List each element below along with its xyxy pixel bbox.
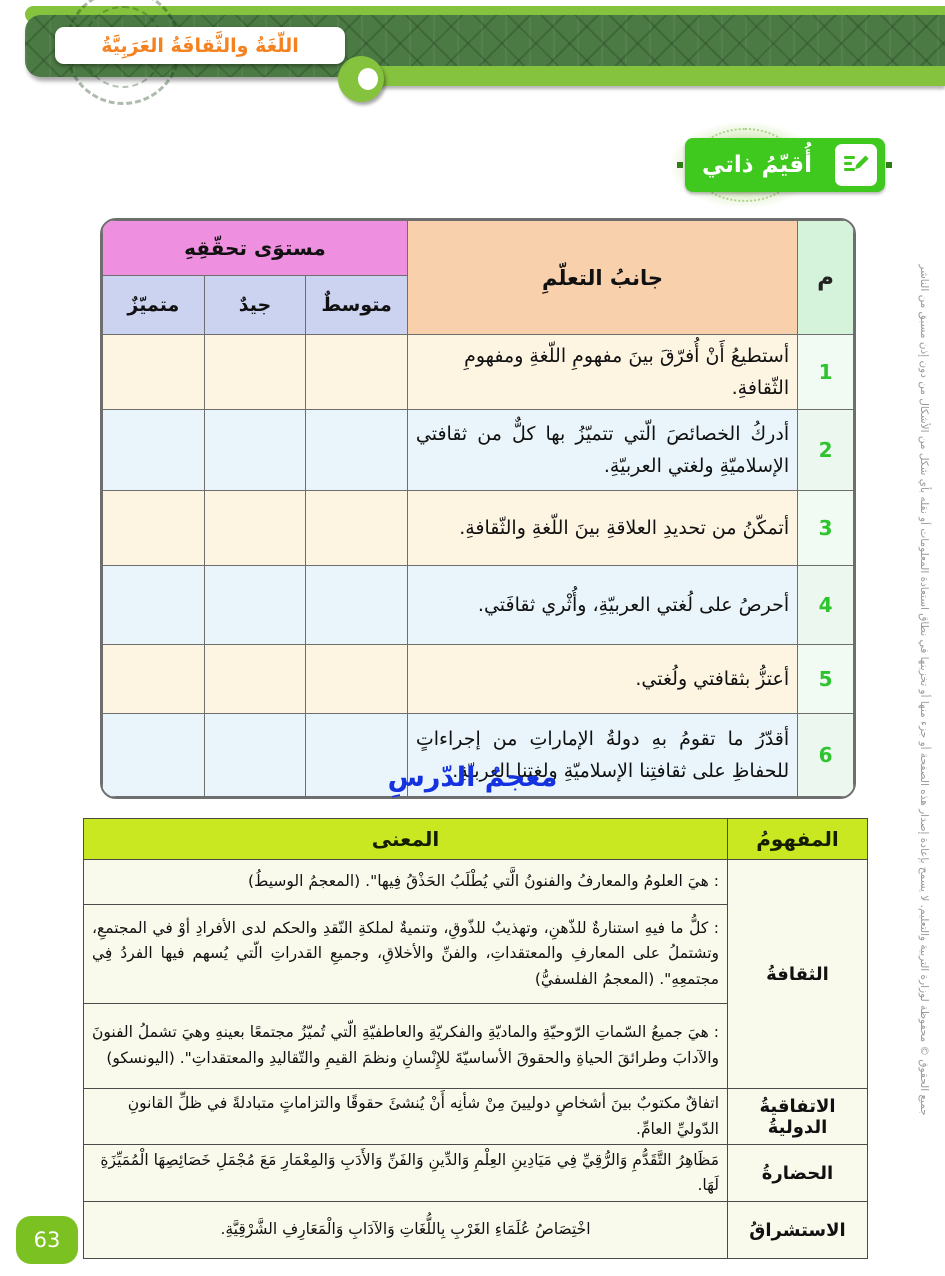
glossary-meaning: اخْتِصَاصُ عُلَمَاءِ الغَرْبِ بِاللُّغَا…	[83, 1201, 728, 1260]
lesson-banner: اللّغَةُ والثَّقافَةُ العَرَبِيَّةُ	[0, 0, 945, 110]
learning-aspect-text: أحرصُ على لُغتي العربيّةِ، وأُثْري ثقافَ…	[406, 565, 799, 645]
row-number: 3	[797, 490, 854, 566]
glossary-meaning: : كلُّ ما فيهِ استنارةٌ للذّهنِ، وتهذيبٌ…	[83, 904, 728, 1004]
row-number: 5	[797, 644, 854, 714]
level-cell-1-excellent[interactable]	[102, 334, 205, 410]
level-cell-2-average[interactable]	[305, 409, 408, 491]
level-cell-1-good[interactable]	[203, 334, 307, 410]
column-header-level-good: جيدٌ	[203, 275, 307, 335]
level-cell-6-good[interactable]	[203, 713, 307, 797]
level-cell-4-excellent[interactable]	[102, 565, 205, 645]
glossary-row: : كلُّ ما فيهِ استنارةٌ للذّهنِ، وتهذيبٌ…	[83, 904, 868, 1004]
row-number: 2	[797, 409, 854, 491]
learning-aspect-text: أتمكّنُ من تحديدِ العلاقةِ بينَ اللّغةِ …	[406, 490, 799, 566]
glossary-meaning: : هيَ جميعُ السّماتِ الرّوحيّةِ والماديّ…	[83, 1003, 728, 1089]
badge-pill: أُقيّمُ ذاتي	[685, 138, 885, 192]
glossary-row: الحضارةُ مَظَاهِرُ التَّقَدُّمِ وَالرُّق…	[83, 1144, 868, 1203]
level-cell-3-excellent[interactable]	[102, 490, 205, 566]
row-number: 4	[797, 565, 854, 645]
glossary-concept-orientalism: الاستشراقُ	[727, 1201, 868, 1260]
learning-aspect-text: أستطيعُ أَنْ أُفرّقَ بينَ مفهومِ اللّغةِ…	[406, 334, 799, 410]
glossary-row: الاتفاقيةُ الدوليةُ اتفاقٌ مكتوبٌ بينَ أ…	[83, 1087, 868, 1146]
level-cell-6-excellent[interactable]	[102, 713, 205, 797]
learning-aspect-text: أقدّرُ ما تقومُ بهِ دولةُ الإماراتِ من إ…	[406, 713, 799, 797]
level-cell-6-average[interactable]	[305, 713, 408, 797]
level-cell-5-excellent[interactable]	[102, 644, 205, 714]
level-cell-5-average[interactable]	[305, 644, 408, 714]
level-cell-4-average[interactable]	[305, 565, 408, 645]
badge-dot-right	[886, 162, 892, 168]
level-cell-2-excellent[interactable]	[102, 409, 205, 491]
column-header-learning-aspect: جانبُ التعلّمِ	[406, 220, 799, 335]
column-header-number: م	[797, 220, 854, 335]
banner-ring-ornament	[338, 56, 384, 102]
glossary-table: المفهومُ المعنى الثقافةُ : هيَ العلومُ و…	[83, 818, 868, 1260]
banner-bottom-strip	[362, 66, 945, 86]
pencil-note-icon	[835, 144, 877, 186]
assessment-row: 5 أعتزُّ بثقافتي ولُغتي.	[102, 644, 854, 714]
glossary-title: معجمُ الدّرسِ	[387, 762, 558, 793]
glossary-header-concept: المفهومُ	[727, 818, 868, 860]
glossary-header-meaning: المعنى	[83, 818, 728, 860]
glossary-row: الاستشراقُ اخْتِصَاصُ عُلَمَاءِ الغَرْبِ…	[83, 1201, 868, 1260]
level-cell-3-good[interactable]	[203, 490, 307, 566]
copyright-notice: جميع الحقوق © محفوظة لوزارة التربية والت…	[918, 264, 930, 1116]
lesson-title-pill: اللّغَةُ والثَّقافَةُ العَرَبِيَّةُ	[55, 27, 345, 64]
badge-label: أُقيّمُ ذاتي	[702, 152, 812, 178]
badge-dot-left	[677, 162, 683, 168]
assessment-row: 3 أتمكّنُ من تحديدِ العلاقةِ بينَ اللّغة…	[102, 490, 854, 566]
self-assessment-table: م جانبُ التعلّمِ مستوَى تحقّقِهِ متوسطٌ …	[102, 220, 854, 797]
column-header-level-excellent: متميّزٌ	[102, 275, 205, 335]
row-number: 6	[797, 713, 854, 797]
level-cell-2-good[interactable]	[203, 409, 307, 491]
page-number-badge: 63	[16, 1216, 78, 1264]
assessment-row: 6 أقدّرُ ما تقومُ بهِ دولةُ الإماراتِ من…	[102, 713, 854, 797]
glossary-row: : هيَ جميعُ السّماتِ الرّوحيّةِ والماديّ…	[83, 1003, 868, 1089]
glossary-meaning: : هيَ العلومُ والمعارفُ والفنونُ الَّتي …	[83, 859, 728, 905]
column-header-achievement-level: مستوَى تحقّقِهِ	[102, 220, 408, 276]
level-cell-5-good[interactable]	[203, 644, 307, 714]
learning-aspect-text: أعتزُّ بثقافتي ولُغتي.	[406, 644, 799, 714]
banner-ring-hole	[358, 68, 378, 90]
lesson-title: اللّغَةُ والثَّقافَةُ العَرَبِيَّةُ	[101, 34, 299, 57]
glossary-row: الثقافةُ : هيَ العلومُ والمعارفُ والفنون…	[83, 859, 868, 1089]
column-header-level-average: متوسطٌ	[305, 275, 408, 335]
learning-aspect-text: أدركُ الخصائصَ الّتي تتميّزُ بها كلٌّ من…	[406, 409, 799, 491]
level-cell-3-average[interactable]	[305, 490, 408, 566]
level-cell-4-good[interactable]	[203, 565, 307, 645]
glossary-meaning: اتفاقٌ مكتوبٌ بينَ أشخاصٍ دوليينَ مِنْ ش…	[83, 1087, 728, 1146]
glossary-concept-international-agreement: الاتفاقيةُ الدوليةُ	[727, 1087, 868, 1146]
assessment-row: 2 أدركُ الخصائصَ الّتي تتميّزُ بها كلٌّ …	[102, 409, 854, 491]
self-evaluation-badge: أُقيّمُ ذاتي	[660, 122, 910, 208]
assessment-row: 1 أستطيعُ أَنْ أُفرّقَ بينَ مفهومِ اللّغ…	[102, 334, 854, 410]
assessment-row: 4 أحرصُ على لُغتي العربيّةِ، وأُثْري ثقا…	[102, 565, 854, 645]
glossary-concept-civilization: الحضارةُ	[727, 1144, 868, 1203]
glossary-meaning: مَظَاهِرُ التَّقَدُّمِ وَالرُّقِيِّ فِي …	[83, 1144, 728, 1203]
level-cell-1-average[interactable]	[305, 334, 408, 410]
row-number: 1	[797, 334, 854, 410]
glossary-table-wrap: المفهومُ المعنى الثقافةُ : هيَ العلومُ و…	[83, 818, 868, 1260]
self-assessment-table-wrap: م جانبُ التعلّمِ مستوَى تحقّقِهِ متوسطٌ …	[100, 218, 856, 799]
glossary-concept-culture: الثقافةُ	[727, 859, 868, 1089]
